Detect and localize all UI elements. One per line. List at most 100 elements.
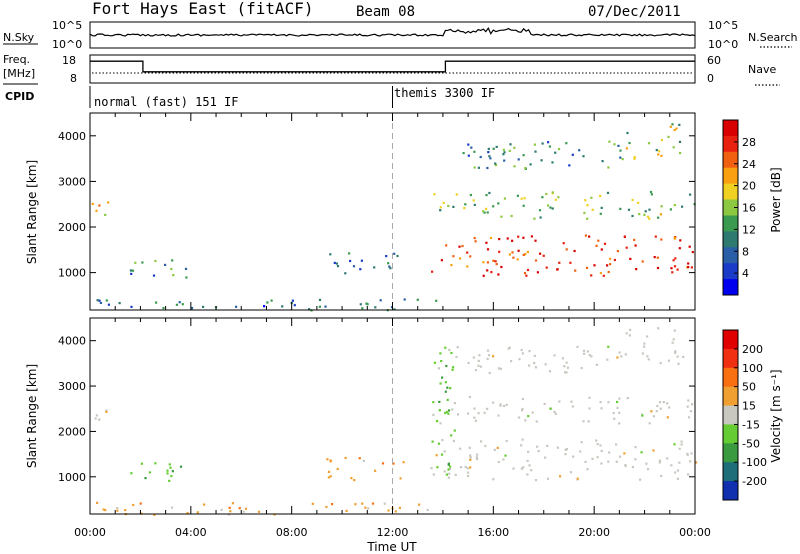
freq-tick-top: 18	[62, 54, 76, 67]
scatter-cell	[497, 202, 500, 205]
scatter-cell	[394, 510, 397, 513]
scatter-cell	[352, 265, 356, 268]
velocity-axes: 1000 2000 3000 4000	[58, 318, 696, 514]
scatter-cell	[667, 359, 670, 362]
scatter-cell	[506, 237, 509, 240]
freq-tick-bottom: 8	[70, 72, 77, 85]
scatter-cell	[591, 208, 594, 211]
power-marks	[91, 123, 696, 312]
scatter-cell	[528, 464, 531, 467]
scatter-cell	[129, 269, 132, 272]
x-tick-label: 00:00	[74, 526, 106, 539]
scatter-cell	[107, 303, 110, 306]
scatter-cell	[441, 439, 444, 442]
scatter-cell	[445, 364, 448, 368]
scatter-cell	[641, 352, 644, 355]
scatter-cell	[333, 261, 336, 264]
scatter-cell	[678, 140, 682, 143]
scatter-cell	[495, 145, 498, 148]
scatter-cell	[674, 351, 677, 354]
scatter-cell	[554, 412, 557, 415]
scatter-cell	[455, 193, 458, 196]
scatter-cell	[676, 355, 679, 358]
y-tick-label: 1000	[58, 267, 86, 280]
scatter-cell	[540, 159, 543, 162]
scatter-cell	[502, 404, 506, 407]
scatter-cell	[469, 456, 472, 459]
scatter-cell	[345, 509, 348, 512]
noise-trace	[89, 27, 696, 37]
scatter-cell	[367, 507, 370, 510]
scatter-cell	[473, 416, 476, 419]
scatter-cell	[613, 417, 616, 420]
scatter-cell	[678, 123, 681, 126]
colorbar-tick-label: -15	[742, 418, 760, 431]
scatter-cell	[536, 445, 539, 448]
scatter-cell	[353, 479, 356, 482]
colorbar-segment	[723, 263, 738, 280]
scatter-cell	[359, 268, 362, 271]
scatter-cell	[466, 251, 469, 254]
scatter-cell	[489, 236, 493, 240]
scatter-cell	[599, 194, 602, 198]
scatter-cell	[520, 197, 523, 200]
scatter-cell	[687, 262, 690, 265]
scatter-cell	[490, 271, 493, 274]
scatter-cell	[522, 236, 525, 239]
scatter-cell	[525, 274, 528, 277]
scatter-cell	[508, 253, 511, 256]
scatter-cell	[447, 204, 450, 208]
scatter-cell	[169, 466, 172, 469]
scatter-cell	[691, 251, 694, 254]
scatter-cell	[600, 462, 603, 465]
scatter-cell	[95, 414, 98, 417]
scatter-cell	[154, 259, 157, 263]
power-plot-bg	[90, 113, 695, 310]
scatter-cell	[447, 476, 450, 479]
scatter-cell	[573, 249, 576, 253]
colorbar-tick-label: 8	[742, 245, 749, 258]
scatter-cell	[523, 197, 526, 200]
scatter-cell	[517, 235, 520, 238]
scatter-cell	[674, 257, 677, 260]
scatter-cell	[579, 450, 582, 453]
colorbar-tick-label: 20	[742, 180, 756, 193]
colorbar-tick-label: -200	[742, 475, 767, 488]
scatter-cell	[326, 458, 329, 461]
scatter-cell	[620, 355, 623, 358]
x-tick-label: 00:00	[679, 526, 711, 539]
scatter-cell	[175, 303, 178, 306]
scatter-cell	[522, 466, 525, 469]
scatter-cell	[549, 206, 552, 209]
scatter-cell	[599, 272, 602, 275]
date-title: 07/Dec/2011	[588, 4, 681, 20]
x-axis-label: Time UT	[366, 540, 417, 554]
scatter-cell	[502, 153, 505, 156]
scatter-cell	[650, 410, 653, 413]
scatter-cell	[444, 390, 447, 393]
cpid-segment-0: normal (fast) 151 IF	[94, 95, 239, 109]
scatter-cell	[600, 449, 603, 452]
scatter-cell	[672, 259, 675, 262]
scatter-cell	[444, 411, 447, 415]
scatter-cell	[437, 442, 441, 445]
scatter-cell	[488, 191, 491, 195]
scatter-cell	[652, 415, 655, 418]
scatter-cell	[517, 249, 520, 252]
scatter-cell	[687, 473, 690, 476]
scatter-cell	[690, 452, 693, 455]
scatter-cell	[539, 252, 542, 255]
scatter-cell	[473, 150, 476, 153]
scatter-cell	[633, 238, 636, 241]
scatter-cell	[444, 346, 447, 349]
scatter-cell	[546, 444, 549, 447]
scatter-cell	[387, 262, 390, 265]
velocity-colorbar: 200 100 50 15 -15 -50 -100 -200	[722, 329, 767, 501]
scatter-cell	[584, 234, 587, 237]
scatter-cell	[655, 410, 658, 413]
scatter-cell	[178, 301, 181, 304]
scatter-cell	[554, 198, 557, 201]
scatter-cell	[533, 143, 536, 146]
scatter-cell	[327, 470, 331, 473]
scatter-cell	[130, 272, 133, 275]
